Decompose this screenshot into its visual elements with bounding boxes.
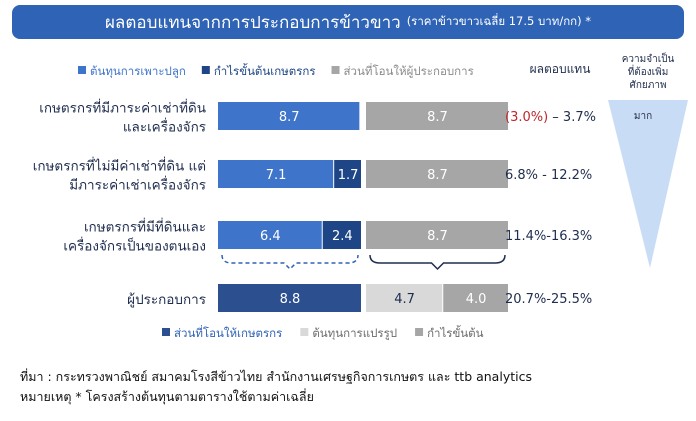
legend-label-top-0: ต้นทุนการเพาะปลูก bbox=[90, 64, 186, 78]
legend-swatch-top-1 bbox=[201, 66, 210, 74]
bar-value-label-3-1: 4.7 bbox=[394, 292, 415, 307]
bar-segment-3-2 bbox=[443, 284, 508, 312]
chart-subtitle: (ราคาข้าวขาวเฉลี่ย 17.5 บาท/กก) * bbox=[406, 14, 592, 28]
need-header-line-2: ศักยภาพ bbox=[629, 80, 666, 91]
bar-value-label-3-0: 8.8 bbox=[280, 292, 301, 307]
bar-segment-0-0 bbox=[218, 102, 360, 130]
need-header-line-0: ความจำเป็น bbox=[622, 51, 675, 65]
category-label-3-0: ผู้ประกอบการ bbox=[127, 292, 206, 308]
return-range-2: 11.4%-16.3% bbox=[505, 229, 592, 244]
category-label-2-0: เกษตรกรที่มีที่ดินและ bbox=[84, 218, 206, 236]
need-wedge bbox=[608, 100, 688, 268]
bar-segment-0-1 bbox=[366, 102, 508, 130]
bar-segment-3-1 bbox=[366, 284, 443, 312]
need-header-line-1: ที่ต้องเพิ่ม bbox=[628, 64, 669, 78]
return-range-3: 20.7%-25.5% bbox=[505, 292, 592, 307]
bar-value-label-2-2: 8.7 bbox=[427, 229, 448, 244]
legend-swatch-bottom-2 bbox=[415, 328, 424, 336]
legend-swatch-bottom-1 bbox=[300, 328, 309, 336]
bar-segment-1-0 bbox=[218, 160, 334, 188]
bracket-operator-share bbox=[369, 254, 506, 271]
need-label: มาก bbox=[634, 111, 652, 122]
legend-swatch-top-0 bbox=[78, 66, 86, 74]
chart-title: ผลตอบแทนจากการประกอบการข้าวขาว bbox=[104, 12, 401, 33]
return-range-0: (3.0%) – 3.7% bbox=[505, 110, 596, 125]
legend-label-bottom-0: ส่วนที่โอนให้เกษตรกร bbox=[174, 325, 282, 340]
bar-value-label-1-0: 7.1 bbox=[266, 168, 287, 183]
bar-value-label-3-2: 4.0 bbox=[466, 292, 487, 307]
category-label-0-1: และเครื่องจักร bbox=[123, 118, 206, 136]
bar-segment-2-0 bbox=[218, 221, 322, 249]
bar-value-label-1-1: 1.7 bbox=[338, 168, 359, 183]
legend-label-top-1: กำไรขั้นต้นเกษตรกร bbox=[214, 63, 316, 78]
bar-segment-3-0 bbox=[218, 284, 361, 312]
legend-swatch-top-2 bbox=[331, 66, 340, 74]
bar-value-label-2-0: 6.4 bbox=[260, 229, 281, 244]
bar-value-label-1-2: 8.7 bbox=[427, 168, 448, 183]
bar-segment-2-1 bbox=[322, 221, 361, 249]
legend-label-top-2: ส่วนที่โอนให้ผู้ประกอบการ bbox=[344, 63, 474, 78]
title-bar: ผลตอบแทนจากการประกอบการข้าวขาว (ราคาข้าว… bbox=[12, 5, 684, 39]
footnote: หมายเหตุ * โครงสร้างต้นทุนตามตารางใช้ตาม… bbox=[20, 389, 314, 404]
bar-value-label-0-0: 8.7 bbox=[279, 110, 300, 125]
return-header: ผลตอบแทน bbox=[530, 62, 591, 76]
legend-swatch-bottom-0 bbox=[162, 328, 170, 336]
bar-segment-2-2 bbox=[366, 221, 508, 249]
bar-value-label-0-1: 8.7 bbox=[427, 110, 448, 125]
legend-label-bottom-2: กำไรขั้นต้น bbox=[427, 325, 484, 340]
legend-label-bottom-1: ต้นทุนการแปรรูป bbox=[312, 326, 397, 340]
source-note: ที่มา : กระทรวงพาณิชย์ สมาคมโรงสีข้าวไทย… bbox=[20, 369, 532, 384]
category-label-1-0: เกษตรกรที่ไม่มีค่าเช่าที่ดิน แต่ bbox=[33, 157, 206, 175]
category-label-1-1: มีภาระค่าเช่าเครื่องจักร bbox=[69, 176, 206, 194]
bracket-farmer-share bbox=[221, 254, 359, 271]
bar-segment-1-2 bbox=[366, 160, 508, 188]
return-range-1: 6.8% - 12.2% bbox=[505, 168, 592, 183]
category-label-0-0: เกษตรกรที่มีภาระค่าเช่าที่ดิน bbox=[39, 99, 206, 117]
bar-value-label-2-1: 2.4 bbox=[332, 229, 353, 244]
bar-segment-1-1 bbox=[334, 160, 361, 188]
category-label-2-1: เครื่องจักรเป็นของตนเอง bbox=[63, 237, 206, 255]
